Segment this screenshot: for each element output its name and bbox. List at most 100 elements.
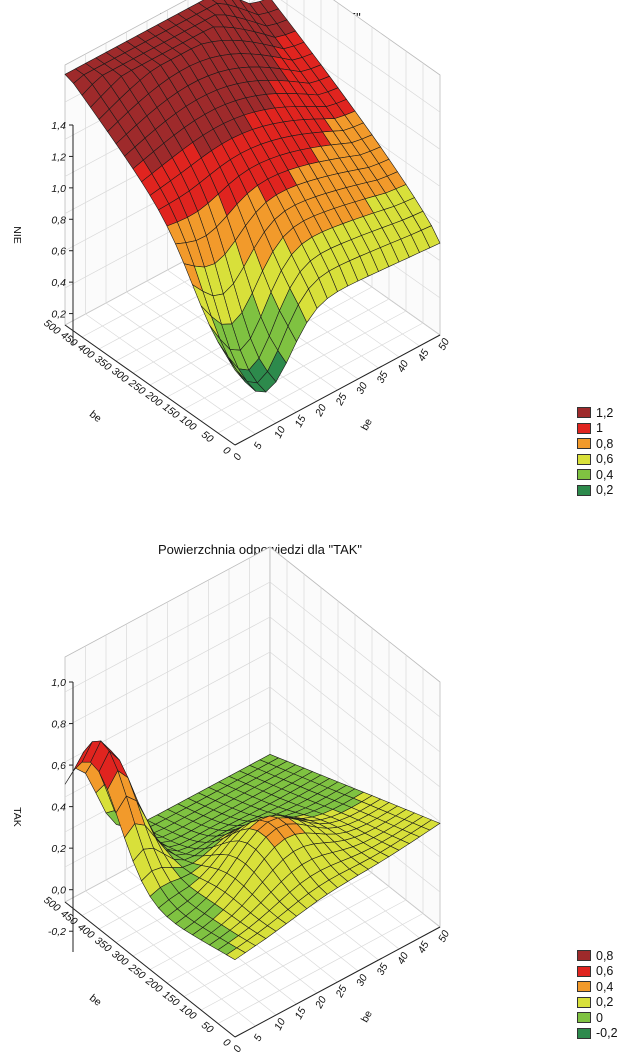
legend-label: 0,8 xyxy=(596,436,614,451)
y-tick-label: 0 xyxy=(231,1043,244,1054)
legend-swatch xyxy=(577,469,591,481)
legend-swatch xyxy=(577,950,591,962)
y-tick-label: 30 xyxy=(354,380,370,396)
legend-label: 0,8 xyxy=(596,948,614,963)
y-tick-label: 45 xyxy=(416,347,432,363)
legend-swatch xyxy=(577,1027,591,1039)
legend-item: 0,8 xyxy=(577,948,618,964)
legend-swatch xyxy=(577,407,591,419)
z-tick-label: 0,0 xyxy=(51,885,66,897)
x-tick-label: 250 xyxy=(126,376,148,397)
legend-item: 0 xyxy=(577,1010,618,1026)
y-axis-label: be xyxy=(359,416,375,432)
surface-mesh xyxy=(64,0,441,393)
legend-item: 1 xyxy=(577,421,613,437)
surface-plot-nie: 0,20,40,60,81,01,21,4NIE0501001502002503… xyxy=(11,0,452,462)
y-tick-label: 45 xyxy=(416,939,432,955)
z-axis-label: TAK xyxy=(11,807,23,827)
legend-item: 0,6 xyxy=(577,964,618,980)
legend-label: 1 xyxy=(596,421,603,435)
legend-swatch xyxy=(577,422,591,434)
x-axis-label: be xyxy=(87,408,104,425)
legend-label: 0 xyxy=(596,1010,603,1025)
z-tick-label: 0,4 xyxy=(51,277,66,289)
legend-swatch xyxy=(577,981,591,993)
legend-swatch xyxy=(577,965,591,977)
legend-swatch xyxy=(577,1012,591,1024)
z-tick-label: 0,2 xyxy=(51,309,66,321)
legend-swatch xyxy=(577,453,591,465)
grid-line xyxy=(64,581,441,718)
x-tick-label: 150 xyxy=(160,401,181,421)
y-tick-label: 25 xyxy=(333,391,350,408)
chart-title: Powierzchnia odpowiedzi dla "TAK" xyxy=(157,542,363,557)
legend-item: 0,2 xyxy=(577,483,613,499)
legend-item: -0,2 xyxy=(577,1026,618,1042)
legend-label: -0,2 xyxy=(596,1026,618,1040)
legend-label: 0,4 xyxy=(596,979,614,994)
legend-item: 0,4 xyxy=(577,467,613,483)
y-tick-label: 25 xyxy=(333,983,350,1000)
z-tick-label: 0,6 xyxy=(51,246,66,258)
y-tick-label: 5 xyxy=(252,440,265,451)
y-tick-label: 0 xyxy=(231,451,244,462)
legend-label: 0,6 xyxy=(596,452,614,466)
legend-swatch xyxy=(577,484,591,496)
surface-plot-tak: -0,20,00,20,40,60,81,0TAK050100150200250… xyxy=(11,546,452,1054)
legend-nie: 1,2 1 0,8 0,6 0,4 0,2 xyxy=(577,405,613,498)
y-tick-label: 50 xyxy=(436,928,452,944)
x-tick-label: 350 xyxy=(92,353,113,373)
y-tick-label: 10 xyxy=(272,424,288,440)
z-tick-label: 1,4 xyxy=(51,120,66,132)
z-axis: -0,2 0,0 0,2 0,4 0,6 0,8 1,0 TAK xyxy=(11,677,74,952)
surface-cell xyxy=(225,947,246,961)
x-tick-label: 200 xyxy=(143,974,165,995)
z-axis-label: NIE xyxy=(11,226,23,244)
y-tick-label: 5 xyxy=(252,1032,265,1043)
x-tick-label: 200 xyxy=(143,388,165,409)
y-tick-label: 20 xyxy=(313,402,330,419)
z-tick-label: 0,8 xyxy=(51,214,66,226)
x-tick-label: 300 xyxy=(109,365,130,385)
y-tick-label: 40 xyxy=(395,358,411,374)
legend-label: 1,2 xyxy=(596,405,614,420)
legend-item: 0,8 xyxy=(577,436,613,452)
x-tick-label: 100 xyxy=(177,413,198,433)
x-tick-label: 450 xyxy=(58,329,79,349)
x-tick-label: 400 xyxy=(75,341,96,361)
grid-line xyxy=(64,651,441,788)
grid-line xyxy=(64,616,441,753)
y-tick-label: 40 xyxy=(395,950,411,966)
z-tick-label: 0,4 xyxy=(51,802,66,814)
surface-mesh xyxy=(64,740,441,961)
legend-label: 0,2 xyxy=(596,995,614,1009)
y-tick-label: 35 xyxy=(375,961,391,977)
x-tick-label: 500 xyxy=(41,894,62,914)
z-tick-label: 0,2 xyxy=(51,843,66,855)
y-axis-label: be xyxy=(359,1008,375,1024)
y-tick-label: 10 xyxy=(272,1016,288,1032)
chart-panel-tak: Powierzchnia odpowiedzi dla "TAK" -0,2 0,… xyxy=(0,532,637,1064)
y-tick-label: 50 xyxy=(436,336,452,352)
x-tick-label: 250 xyxy=(126,961,148,982)
legend-tak: 0,8 0,6 0,4 0,2 0 -0,2 xyxy=(577,948,618,1041)
legend-swatch xyxy=(577,996,591,1008)
y-tick-label: 20 xyxy=(313,994,330,1011)
y-tick-label: 15 xyxy=(293,1005,309,1021)
z-axis: 0,2 0,4 0,6 0,8 1,0 1,2 1,4 NIE xyxy=(11,120,74,345)
z-tick-label: 1,2 xyxy=(51,151,66,163)
legend-label: 0,4 xyxy=(596,467,614,482)
legend-item: 0,2 xyxy=(577,995,618,1011)
legend-label: 0,2 xyxy=(596,483,614,497)
surface-cell xyxy=(226,355,246,383)
grid-line xyxy=(64,686,441,823)
z-tick-label: 0,8 xyxy=(51,719,66,731)
y-tick-label: 15 xyxy=(293,413,309,429)
legend-item: 0,4 xyxy=(577,979,618,995)
y-tick-label: 30 xyxy=(354,972,370,988)
z-tick-label: 0,6 xyxy=(51,760,66,772)
y-tick-label: 35 xyxy=(375,369,391,385)
legend-item: 1,2 xyxy=(577,405,613,421)
